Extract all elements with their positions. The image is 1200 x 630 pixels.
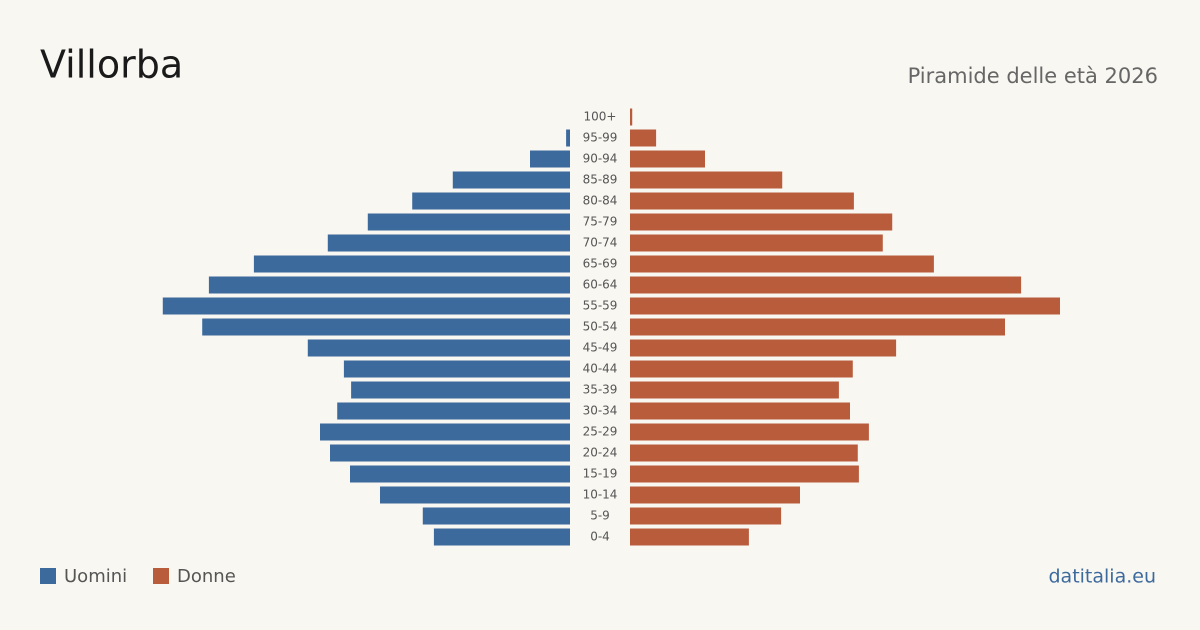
age-label: 0-4 [590, 530, 610, 544]
bar [630, 486, 800, 504]
bar [530, 150, 570, 168]
age-label: 20-24 [583, 446, 618, 460]
bar [630, 297, 1060, 315]
bar [630, 339, 897, 357]
age-label: 5-9 [590, 509, 610, 523]
bar [630, 171, 783, 189]
bar [327, 234, 570, 252]
bar [630, 465, 859, 483]
age-label: 50-54 [583, 320, 618, 334]
age-label: 55-59 [583, 299, 618, 313]
age-label: 70-74 [583, 236, 618, 250]
bar [367, 213, 570, 231]
bar [630, 255, 934, 273]
age-label: 95-99 [583, 131, 618, 145]
bar [253, 255, 570, 273]
age-label: 45-49 [583, 341, 618, 355]
legend-swatch [40, 568, 56, 584]
age-label: 60-64 [583, 278, 618, 292]
bar [422, 507, 570, 525]
bar [202, 318, 570, 336]
bar [412, 192, 570, 210]
age-label: 100+ [584, 110, 617, 124]
bar [630, 402, 850, 420]
age-label: 35-39 [583, 383, 618, 397]
bar [380, 486, 570, 504]
age-label: 25-29 [583, 425, 618, 439]
bar [630, 213, 893, 231]
bar [630, 318, 1005, 336]
chart-subtitle: Piramide delle età 2026 [908, 64, 1158, 88]
bar [320, 423, 570, 441]
bar [162, 297, 570, 315]
legend-swatch [153, 568, 169, 584]
bar [337, 402, 570, 420]
bar [452, 171, 570, 189]
chart-title: Villorba [40, 43, 183, 87]
bar [630, 423, 869, 441]
bar [630, 234, 883, 252]
age-label: 65-69 [583, 257, 618, 271]
age-label: 30-34 [583, 404, 618, 418]
age-label: 85-89 [583, 173, 618, 187]
age-label: 90-94 [583, 152, 618, 166]
age-label: 75-79 [583, 215, 618, 229]
bar [307, 339, 570, 357]
bar [630, 150, 705, 168]
bar [630, 507, 782, 525]
bar [630, 528, 749, 546]
bar [208, 276, 570, 294]
bar [630, 108, 633, 126]
bar [330, 444, 570, 462]
age-label: 10-14 [583, 488, 618, 502]
age-label: 40-44 [583, 362, 618, 376]
bar [630, 360, 853, 378]
bar [566, 129, 570, 147]
source: datitalia.eu [1049, 566, 1157, 588]
legend-label: Donne [177, 566, 236, 587]
bar [350, 465, 570, 483]
legend-label: Uomini [64, 566, 127, 587]
bar [630, 381, 839, 399]
age-label: 80-84 [583, 194, 618, 208]
bar [630, 444, 858, 462]
bar [630, 129, 657, 147]
bar [343, 360, 570, 378]
age-label: 15-19 [583, 467, 618, 481]
bar [630, 276, 1022, 294]
bar [351, 381, 570, 399]
bar [433, 528, 570, 546]
bar [630, 192, 854, 210]
